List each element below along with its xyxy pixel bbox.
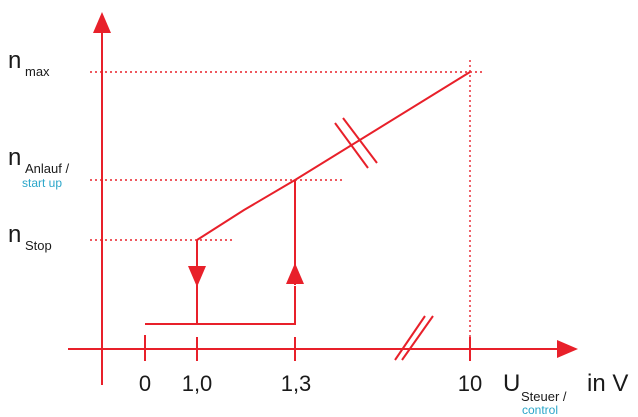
nmax-symbol: n xyxy=(8,47,21,74)
axes xyxy=(68,32,560,385)
x-axis-arrow xyxy=(557,340,578,358)
axis-break-mark-1 xyxy=(394,315,426,361)
x-axis-symbol: U xyxy=(503,370,520,397)
nstop-symbol: n xyxy=(8,221,21,248)
speed-curve xyxy=(196,71,471,241)
x-axis-label: U Steuer / control in V xyxy=(503,370,628,417)
characteristic xyxy=(145,71,471,325)
x-tick-label-1-0: 1,0 xyxy=(182,371,213,396)
nanlauf-subscript: Anlauf / xyxy=(25,161,69,176)
x-tick-label-1-3: 1,3 xyxy=(281,371,312,396)
curve-break-mark-1 xyxy=(334,122,369,169)
hysteresis-baseline xyxy=(145,300,296,325)
startup-up-arrow xyxy=(286,263,304,284)
axis-break-mark-2 xyxy=(401,315,434,361)
x-axis-subscript-alt: control xyxy=(522,403,558,417)
reference-lines xyxy=(90,60,484,346)
stop-down-arrow xyxy=(188,266,206,287)
nmax-subscript: max xyxy=(25,64,50,79)
x-tick-label-10: 10 xyxy=(458,371,482,396)
nstop-subscript: Stop xyxy=(25,238,52,253)
scale-break-marks xyxy=(334,117,434,361)
curve-break-mark-2 xyxy=(342,117,378,164)
x-tick-labels: 0 1,0 1,3 10 xyxy=(139,371,482,396)
x-axis-subscript: Steuer / xyxy=(521,389,567,404)
x-tick-marks xyxy=(144,335,471,361)
nstop-label: n Stop xyxy=(8,221,52,253)
nmax-label: n max xyxy=(8,47,50,79)
nanlauf-symbol: n xyxy=(8,144,21,171)
nanlauf-label: n Anlauf / start up xyxy=(8,144,69,190)
x-axis-unit: in V xyxy=(587,370,628,397)
x-tick-label-0: 0 xyxy=(139,371,151,396)
nanlauf-subscript-alt: start up xyxy=(22,176,62,190)
y-axis-arrow xyxy=(93,12,111,33)
